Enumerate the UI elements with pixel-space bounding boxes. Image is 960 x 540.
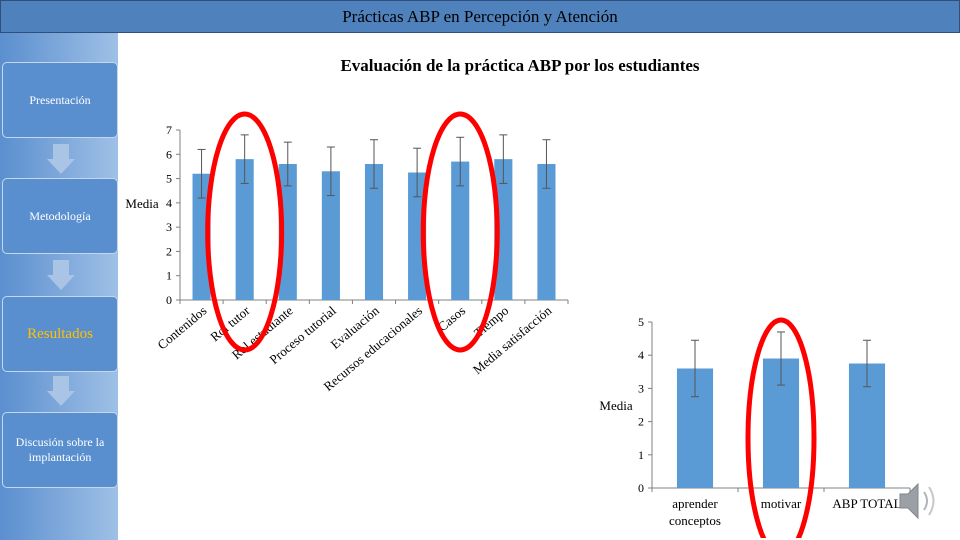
- bar: [321, 171, 340, 300]
- x-tick-label: conceptos: [669, 513, 721, 528]
- bar: [278, 164, 297, 300]
- x-tick-label: Contenidos: [154, 303, 209, 353]
- y-tick-label: 1: [166, 269, 172, 283]
- y-tick-label: 5: [166, 172, 172, 186]
- sidebar-item-metodologia[interactable]: Metodología: [2, 178, 118, 254]
- y-axis-label: Media: [599, 398, 632, 413]
- y-tick-label: 3: [638, 381, 644, 395]
- x-tick-label: aprender: [672, 496, 718, 511]
- down-arrow-icon: [47, 260, 75, 290]
- sidebar-item-label: Resultados: [27, 325, 93, 342]
- y-tick-label: 6: [166, 147, 172, 161]
- down-arrow-icon: [47, 376, 75, 406]
- y-tick-label: 4: [638, 348, 644, 362]
- sidebar-item-resultados[interactable]: Resultados: [2, 296, 118, 372]
- x-tick-label: motivar: [761, 496, 802, 511]
- speaker-icon[interactable]: [898, 476, 948, 526]
- bar: [451, 161, 470, 300]
- y-tick-label: 0: [166, 293, 172, 307]
- sidebar-item-discusion[interactable]: Discusión sobre la implantación: [2, 412, 118, 488]
- x-tick-label: ABP TOTAL: [832, 496, 901, 511]
- slide-title: Prácticas ABP en Percepción y Atención: [342, 6, 618, 26]
- chart-aprendizaje: 0 1 2 3 4 5 Media aprender conceptos motivar ABP T…: [599, 315, 911, 538]
- highlight-ellipse: [745, 317, 817, 538]
- sidebar-item-label: Presentación: [29, 92, 91, 107]
- y-tick-label: 2: [638, 415, 644, 429]
- y-tick-label: 2: [166, 244, 172, 258]
- highlight-ellipse: [420, 111, 500, 353]
- bar: [364, 164, 384, 300]
- bar: [537, 164, 556, 300]
- bar: [408, 172, 427, 300]
- y-tick-label: 5: [638, 315, 644, 329]
- y-tick-label: 4: [166, 196, 172, 210]
- slide-header: Prácticas ABP en Percepción y Atención: [0, 0, 960, 33]
- chart-section-title: Evaluación de la práctica ABP por los es…: [340, 56, 700, 75]
- y-axis-label: Media: [125, 196, 158, 211]
- x-tick-label: Media satisfacción: [470, 302, 555, 377]
- sidebar-item-label: Metodología: [29, 208, 91, 223]
- sidebar-item-presentacion[interactable]: Presentación: [2, 62, 118, 138]
- bar: [494, 159, 513, 300]
- y-tick-label: 0: [638, 481, 644, 495]
- down-arrow-icon: [47, 144, 75, 174]
- bar: [235, 159, 254, 300]
- y-tick-label: 7: [166, 123, 172, 137]
- highlight-ellipse: [205, 111, 285, 353]
- sidebar-item-label: Discusión sobre la implantación: [15, 435, 105, 464]
- y-tick-label: 3: [166, 220, 172, 234]
- y-tick-label: 1: [638, 448, 644, 462]
